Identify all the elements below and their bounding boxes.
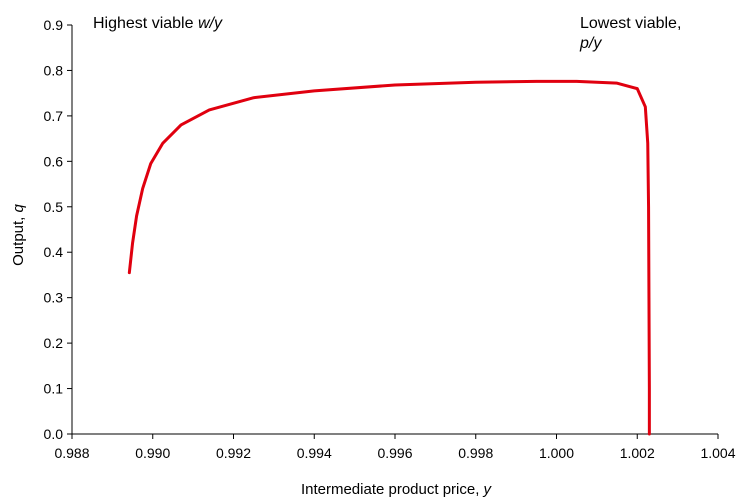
y-axis-title: Output, q	[10, 203, 27, 265]
x-axis-title: Intermediate product price, y	[301, 481, 493, 498]
annotation-lowest-viable: Lowest viable, p/y	[579, 15, 681, 52]
y-tick-label: 0.1	[44, 381, 64, 397]
x-tick-label: 0.988	[54, 445, 89, 461]
annotation-highest-viable: Highest viable w/y	[93, 15, 223, 32]
y-tick-label: 0.3	[44, 290, 64, 306]
x-tick-label: 0.990	[135, 445, 170, 461]
x-tick-label: 0.994	[297, 445, 332, 461]
x-axis-ticks: 0.988 0.990 0.992 0.994 0.996 0.998 1.000 1.002…	[54, 434, 736, 461]
y-tick-label: 0.8	[44, 62, 64, 78]
y-tick-label: 0.7	[44, 108, 64, 124]
series-line	[127, 79, 651, 436]
x-tick-label: 0.992	[216, 445, 251, 461]
y-tick-label: 0.6	[44, 153, 64, 169]
y-tick-label: 0.9	[44, 17, 64, 33]
y-tick-label: 0.2	[44, 335, 64, 351]
y-tick-label: 0.4	[44, 244, 64, 260]
y-tick-label: 0.5	[44, 199, 64, 215]
x-tick-label: 0.996	[377, 445, 412, 461]
x-tick-label: 1.004	[700, 445, 735, 461]
y-axis-ticks: 0.0 0.1 0.2 0.3 0.4 0.5 0.6 0.7 0.8 0.9	[44, 17, 72, 442]
series-group	[127, 79, 651, 436]
x-tick-label: 0.998	[458, 445, 493, 461]
y-tick-label: 0.0	[44, 426, 64, 442]
x-tick-label: 1.000	[539, 445, 574, 461]
x-tick-label: 1.002	[620, 445, 655, 461]
